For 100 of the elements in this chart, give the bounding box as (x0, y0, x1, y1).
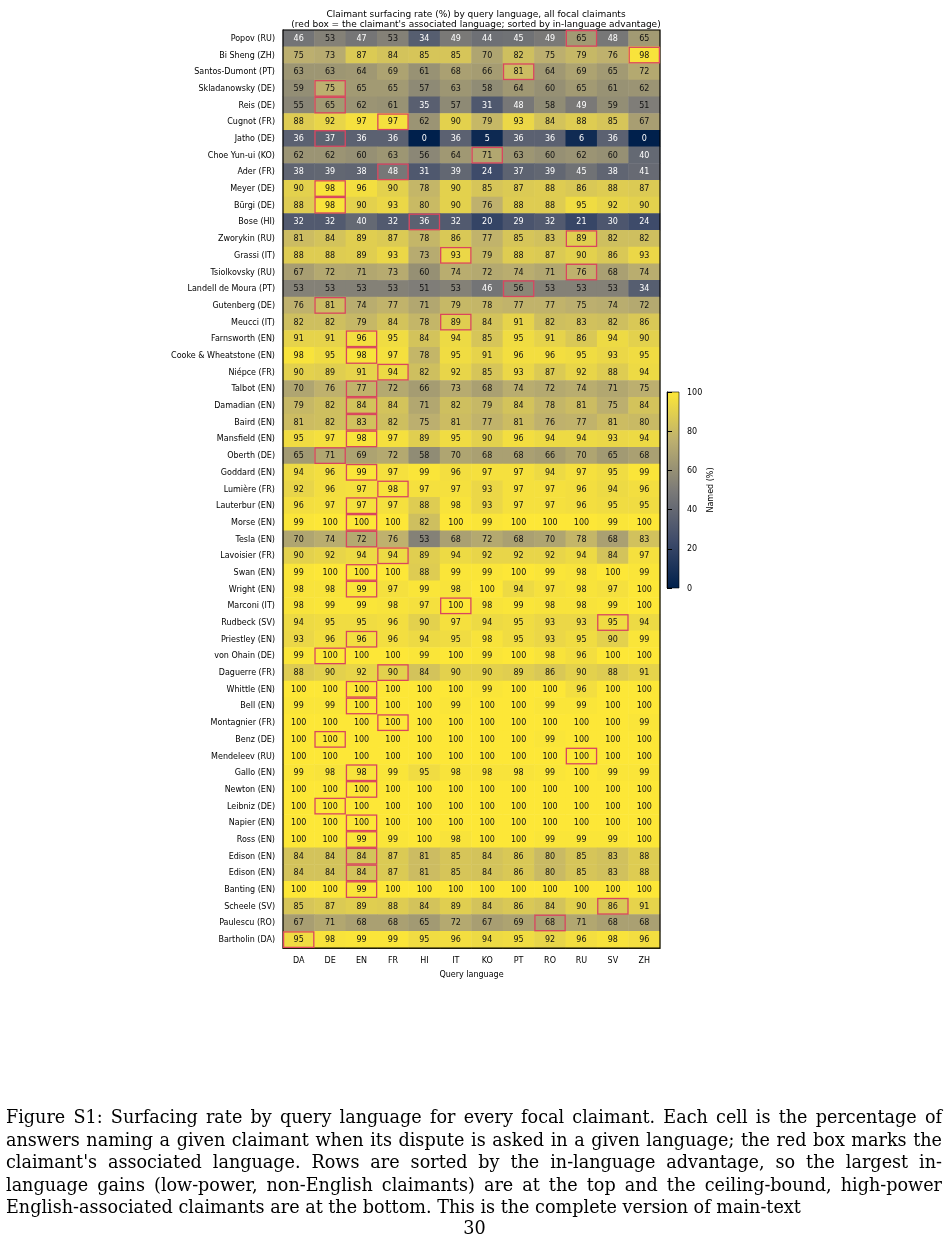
data-label: 70 (576, 451, 587, 461)
data-label: 98 (450, 835, 461, 845)
data-label: 93 (482, 501, 493, 511)
data-label: 86 (513, 868, 524, 878)
data-label: 96 (293, 501, 304, 511)
data-label: 68 (607, 918, 618, 928)
y-tick-label: Bose (HI) (238, 217, 275, 227)
data-label: 82 (607, 317, 618, 327)
data-label: 100 (448, 734, 464, 744)
data-label: 100 (448, 784, 464, 794)
data-label: 79 (293, 401, 304, 411)
data-label: 53 (387, 33, 399, 43)
data-label: 96 (387, 634, 399, 644)
data-label: 91 (482, 350, 493, 360)
data-label: 62 (356, 100, 367, 110)
data-label: 85 (419, 50, 430, 60)
data-label: 90 (450, 668, 461, 678)
data-label: 71 (576, 918, 587, 928)
data-label: 90 (356, 200, 367, 210)
data-label: 90 (607, 634, 618, 644)
data-label: 81 (450, 417, 461, 427)
data-label: 68 (450, 534, 461, 544)
data-label: 81 (293, 417, 304, 427)
data-label: 99 (544, 734, 556, 744)
data-label: 100 (416, 701, 433, 711)
data-label: 86 (576, 334, 587, 344)
data-label: 83 (639, 534, 650, 544)
data-label: 60 (544, 150, 556, 160)
data-label: 96 (639, 935, 650, 945)
data-label: 94 (450, 551, 461, 561)
data-label: 65 (293, 451, 304, 461)
data-label: 85 (450, 868, 461, 878)
y-tick-label: Jatho (DE) (233, 133, 275, 143)
data-label: 89 (356, 234, 367, 244)
data-label: 95 (450, 350, 461, 360)
data-label: 87 (544, 250, 556, 260)
data-label: 32 (293, 217, 304, 227)
data-label: 63 (450, 83, 461, 93)
data-label: 78 (419, 184, 430, 194)
data-label: 81 (513, 417, 524, 427)
data-label: 98 (325, 200, 336, 210)
data-label: 53 (576, 284, 587, 294)
data-label: 85 (482, 184, 493, 194)
data-label: 100 (636, 885, 652, 895)
data-label: 100 (479, 818, 495, 828)
data-label: 100 (291, 835, 307, 845)
data-label: 100 (291, 734, 307, 744)
data-label: 79 (482, 117, 493, 127)
color-bar-label: 100 (687, 387, 703, 397)
data-label: 89 (513, 668, 524, 678)
data-label: 39 (325, 167, 336, 177)
data-label: 90 (576, 668, 587, 678)
data-label: 100 (605, 684, 621, 694)
data-label: 97 (482, 467, 493, 477)
data-label: 93 (544, 634, 556, 644)
data-label: 100 (385, 734, 401, 744)
data-label: 100 (542, 718, 558, 728)
data-label: 79 (450, 300, 461, 310)
data-label: 84 (544, 117, 556, 127)
data-label: 88 (607, 668, 618, 678)
data-label: 99 (356, 601, 367, 611)
data-label: 31 (419, 167, 430, 177)
data-label: 91 (639, 901, 650, 911)
y-tick-label: Lauterbur (EN) (215, 501, 275, 511)
data-label: 71 (325, 918, 336, 928)
data-label: 95 (607, 467, 618, 477)
data-label: 79 (482, 401, 493, 411)
data-label: 96 (387, 618, 399, 628)
data-label: 99 (482, 567, 493, 577)
data-label: 91 (544, 334, 556, 344)
data-label: 95 (513, 334, 524, 344)
data-label: 75 (419, 417, 430, 427)
data-label: 95 (607, 618, 618, 628)
data-label: 94 (450, 334, 461, 344)
data-label: 89 (576, 234, 587, 244)
data-label: 64 (356, 67, 367, 77)
data-label: 100 (542, 801, 558, 811)
data-label: 84 (419, 901, 430, 911)
data-label: 40 (639, 150, 650, 160)
y-tick-label: Choe Yun-ui (KO) (207, 150, 275, 160)
data-label: 88 (387, 901, 399, 911)
data-label: 95 (513, 618, 524, 628)
data-label: 92 (325, 117, 336, 127)
data-label: 100 (353, 701, 370, 711)
data-label: 38 (356, 167, 367, 177)
data-label: 98 (482, 601, 493, 611)
data-label: 88 (513, 200, 524, 210)
y-tick-label: Napier (EN) (228, 818, 275, 828)
data-label: 87 (387, 851, 399, 861)
data-label: 46 (482, 284, 493, 294)
data-label: 99 (356, 885, 367, 895)
data-label: 64 (544, 67, 556, 77)
data-label: 92 (356, 668, 367, 678)
data-label: 89 (325, 367, 336, 377)
data-label: 69 (513, 918, 524, 928)
data-label: 87 (639, 184, 650, 194)
data-label: 45 (576, 167, 587, 177)
data-label: 99 (639, 718, 650, 728)
data-label: 100 (573, 818, 590, 828)
data-label: 61 (419, 67, 430, 77)
